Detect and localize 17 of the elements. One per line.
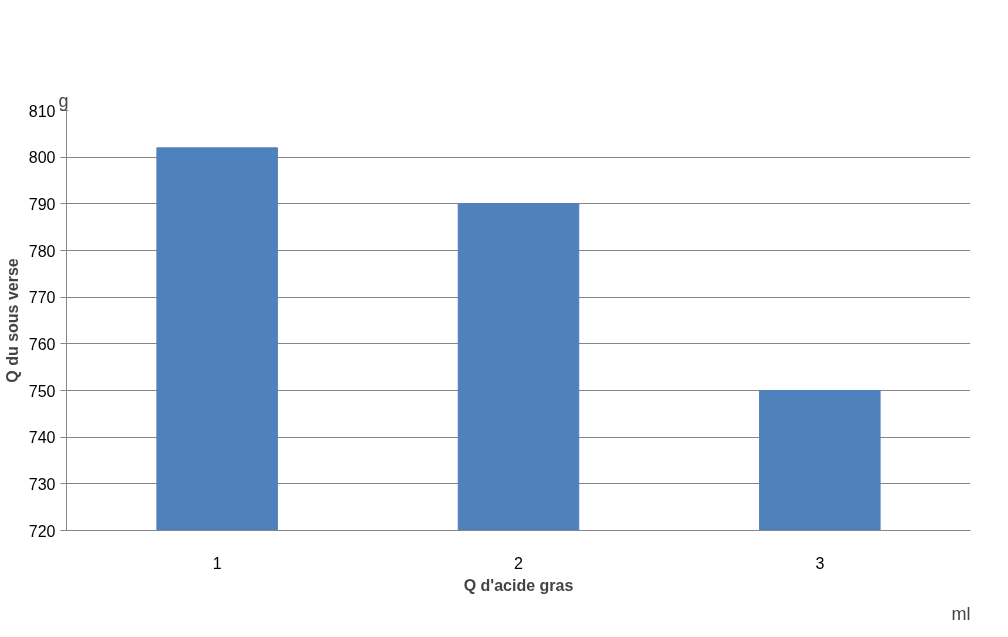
y-tick-label: 720 [28, 522, 56, 540]
y-tick-label: 740 [28, 429, 56, 447]
y-tick-label: 810 [28, 102, 56, 120]
y-axis-title: Q du sous verse [3, 258, 21, 383]
y-tick-label: 730 [28, 475, 56, 493]
y-tick-label: 790 [28, 195, 56, 213]
y-tick-label: 750 [28, 382, 56, 400]
y-tick-label: 770 [28, 289, 56, 307]
text: ml [951, 603, 971, 624]
x-tick-label: 3 [815, 554, 825, 572]
y-tick-label: 780 [28, 242, 56, 260]
x-axis-title: Q d'acide gras [463, 576, 574, 594]
text: g [58, 90, 69, 111]
y-tick-label: 800 [28, 149, 56, 167]
x-tick-label: 2 [514, 554, 524, 572]
x-tick-label: 1 [212, 554, 222, 572]
y-tick-label: 760 [28, 335, 56, 353]
